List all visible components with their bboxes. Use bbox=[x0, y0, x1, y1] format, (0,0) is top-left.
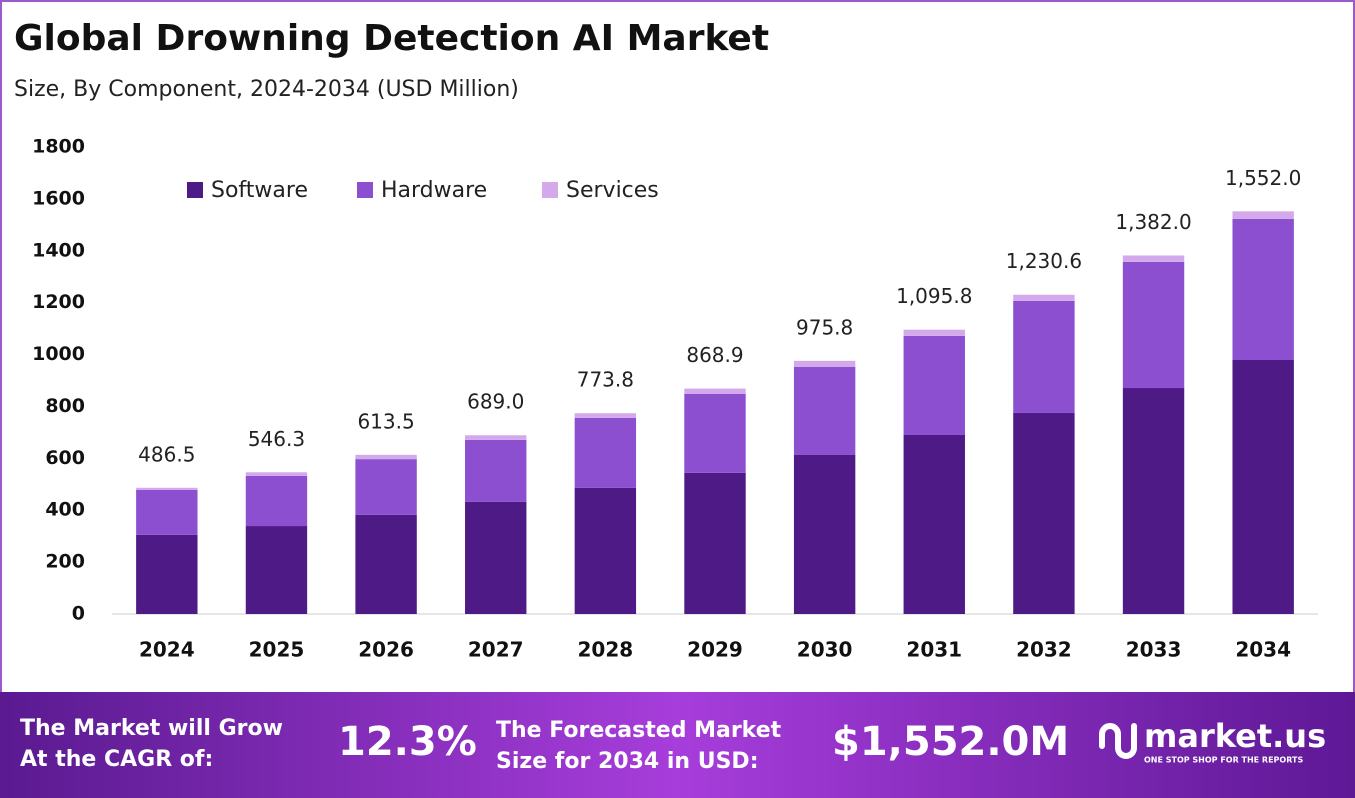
y-tick-label: 800 bbox=[45, 395, 85, 417]
logo-mark bbox=[1099, 723, 1137, 759]
x-tick-label: 2029 bbox=[687, 638, 743, 662]
x-tick-label: 2027 bbox=[468, 638, 524, 662]
y-tick-label: 1400 bbox=[32, 239, 85, 261]
total-label: 486.5 bbox=[138, 442, 195, 466]
bar-segment bbox=[245, 472, 308, 476]
total-label: 613.5 bbox=[357, 409, 414, 433]
bar-segment bbox=[465, 501, 527, 614]
total-label: 773.8 bbox=[577, 368, 634, 392]
bar-segment bbox=[355, 514, 417, 614]
y-tick-label: 1600 bbox=[32, 187, 85, 209]
cagr-text: The Market will Grow bbox=[20, 716, 283, 741]
bar-segment bbox=[1013, 294, 1075, 301]
bar-segment bbox=[1122, 255, 1185, 262]
bar-segment bbox=[1013, 412, 1075, 614]
bar-segment bbox=[903, 329, 965, 336]
total-label: 689.0 bbox=[467, 390, 524, 414]
total-label: 546.3 bbox=[248, 427, 305, 451]
bar-segment bbox=[245, 475, 308, 527]
bar-segment bbox=[793, 454, 856, 614]
bar-segment bbox=[1122, 388, 1185, 614]
bar-segment bbox=[465, 439, 527, 502]
forecast-value: $1,552.0M bbox=[832, 719, 1069, 765]
legend-label: Hardware bbox=[381, 178, 487, 203]
bar-segment bbox=[574, 417, 637, 488]
bar-segment bbox=[903, 335, 965, 435]
cagr-value: 12.3% bbox=[338, 719, 477, 765]
x-tick-label: 2026 bbox=[358, 638, 414, 662]
forecast-text: Size for 2034 in USD: bbox=[496, 749, 759, 774]
bar-segment bbox=[136, 534, 198, 614]
legend-label: Services bbox=[566, 178, 659, 203]
x-tick-label: 2028 bbox=[578, 638, 634, 662]
legend-swatch bbox=[357, 182, 373, 198]
y-tick-label: 1000 bbox=[32, 343, 85, 365]
footer-band bbox=[0, 692, 1355, 798]
total-label: 868.9 bbox=[686, 343, 743, 367]
bar-segment bbox=[355, 459, 417, 515]
legend-swatch bbox=[187, 182, 203, 198]
x-tick-label: 2033 bbox=[1126, 638, 1182, 662]
legend-label: Software bbox=[211, 178, 308, 203]
x-tick-label: 2024 bbox=[139, 638, 195, 662]
logo-icon bbox=[1099, 723, 1137, 759]
cagr-text: At the CAGR of: bbox=[20, 747, 213, 772]
bar-segment bbox=[1232, 218, 1294, 361]
brand: market.us bbox=[1144, 717, 1326, 755]
bar-segment bbox=[136, 487, 198, 490]
bar-segment bbox=[903, 434, 965, 614]
chart-subtitle: Size, By Component, 2024-2034 (USD Milli… bbox=[14, 77, 519, 102]
bar-segment bbox=[793, 360, 856, 368]
bar-segment bbox=[1013, 300, 1075, 413]
x-tick-label: 2031 bbox=[906, 638, 962, 662]
total-label: 1,230.6 bbox=[1006, 249, 1082, 273]
total-label: 1,095.8 bbox=[896, 284, 972, 308]
bar-segment bbox=[574, 413, 637, 418]
total-label: 1,552.0 bbox=[1225, 166, 1301, 190]
x-tick-label: 2032 bbox=[1016, 638, 1072, 662]
x-tick-label: 2025 bbox=[249, 638, 305, 662]
x-tick-label: 2034 bbox=[1235, 638, 1291, 662]
bar-segment bbox=[136, 489, 198, 535]
y-tick-label: 200 bbox=[45, 551, 85, 573]
total-label: 1,382.0 bbox=[1115, 210, 1191, 234]
bar-segment bbox=[1232, 211, 1294, 219]
total-label: 975.8 bbox=[796, 315, 853, 339]
bar-segment bbox=[684, 388, 746, 394]
bar-segment bbox=[355, 454, 417, 460]
y-tick-label: 1200 bbox=[32, 291, 85, 313]
bar-segment bbox=[793, 367, 856, 455]
tagline: ONE STOP SHOP FOR THE REPORTS bbox=[1144, 756, 1303, 765]
x-tick-label: 2030 bbox=[797, 638, 853, 662]
bar-segment bbox=[245, 526, 308, 614]
y-tick-label: 600 bbox=[45, 447, 85, 469]
legend-swatch bbox=[542, 182, 558, 198]
y-tick-label: 1800 bbox=[32, 136, 85, 158]
bar-segment bbox=[465, 435, 527, 440]
bar-segment bbox=[574, 487, 637, 614]
bar-segment bbox=[1122, 261, 1185, 389]
bar-segment bbox=[1232, 360, 1294, 614]
bar-segment bbox=[684, 472, 746, 614]
chart-title: Global Drowning Detection AI Market bbox=[14, 18, 769, 59]
forecast-text: The Forecasted Market bbox=[496, 718, 782, 743]
bar-segment bbox=[684, 393, 746, 473]
y-tick-label: 0 bbox=[72, 603, 85, 625]
y-tick-label: 400 bbox=[45, 499, 85, 521]
